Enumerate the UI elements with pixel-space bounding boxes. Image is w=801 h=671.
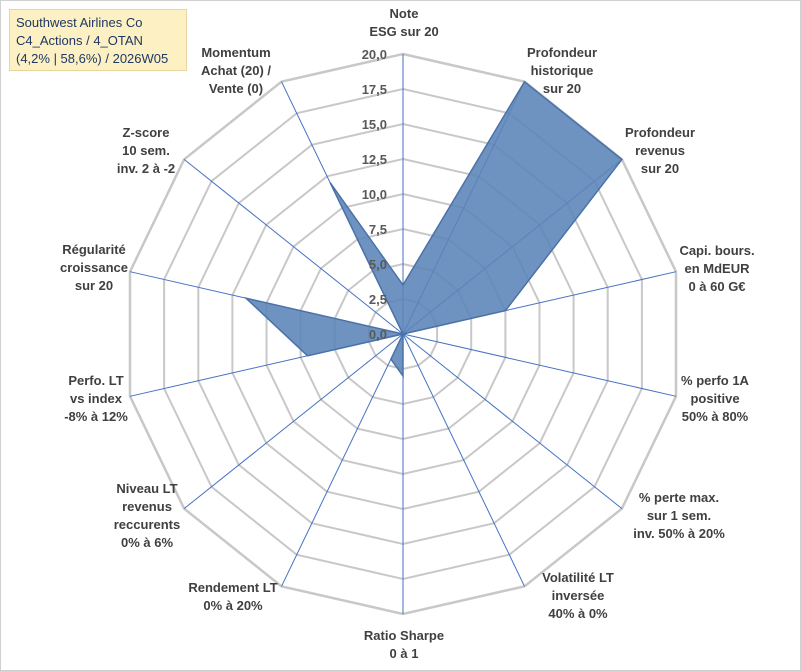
- title-line-category: C4_Actions / 4_OTAN: [16, 33, 143, 48]
- title-line-company: Southwest Airlines Co: [16, 15, 143, 30]
- axis-label-line: Régularité: [62, 242, 126, 257]
- axis-label-line: Profondeur: [625, 125, 695, 140]
- axis-label-line: sur 20: [75, 278, 113, 293]
- axis-label-line: Profondeur: [527, 45, 597, 60]
- axis-label-line: Z-score: [123, 125, 170, 140]
- axis-spoke: [183, 159, 404, 335]
- title-line-period: (4,2% | 58,6%) / 2026W05: [16, 51, 169, 66]
- axis-label-line: en MdEUR: [685, 261, 751, 276]
- axis-spoke: [402, 333, 623, 509]
- axis-label-line: inv. 50% à 20%: [633, 526, 725, 541]
- axis-label-line: Vente (0): [209, 81, 263, 96]
- axis-label: % perfo 1A positive 50% à 80%: [681, 373, 750, 424]
- axis-label: Profondeur historique sur 20: [527, 45, 597, 96]
- axis-label-line: ESG sur 20: [369, 24, 438, 39]
- axis-label-line: Niveau LT: [116, 481, 177, 496]
- tick-label: 20,0: [362, 47, 387, 62]
- axis-label-line: 0% à 6%: [121, 535, 173, 550]
- tick-label: 0,0: [369, 327, 387, 342]
- axis-label-line: Momentum: [201, 45, 270, 60]
- radar-axis-labels: Note ESG sur 20 Profondeur historique sur 20…: [60, 6, 755, 661]
- axis-label-line: positive: [690, 391, 739, 406]
- axis-label-line: sur 20: [543, 81, 581, 96]
- axis-spoke: [402, 333, 525, 587]
- axis-label-line: -8% à 12%: [64, 409, 128, 424]
- axis-label: Ratio Sharpe 0 à 1: [364, 628, 444, 661]
- axis-label-line: 50% à 80%: [682, 409, 749, 424]
- axis-label-line: Volatilité LT: [542, 570, 614, 585]
- axis-label-line: inv. 2 à -2: [117, 161, 175, 176]
- axis-label-line: Ratio Sharpe: [364, 628, 444, 643]
- axis-label-line: % perfo 1A: [681, 373, 750, 388]
- axis-label: Momentum Achat (20) / Vente (0): [201, 45, 271, 96]
- axis-label-line: historique: [531, 63, 594, 78]
- tick-label: 7,5: [369, 222, 387, 237]
- axis-spoke: [281, 333, 404, 587]
- axis-label-line: 0 à 60 G€: [688, 279, 745, 294]
- axis-label-line: 40% à 0%: [548, 606, 608, 621]
- axis-label-line: Note: [390, 6, 419, 21]
- axis-label: Note ESG sur 20: [369, 6, 438, 39]
- tick-label: 12,5: [362, 152, 387, 167]
- tick-label: 17,5: [362, 82, 387, 97]
- axis-spoke: [402, 333, 677, 397]
- axis-label: % perte max. sur 1 sem. inv. 50% à 20%: [633, 490, 725, 541]
- axis-label-line: 0 à 1: [390, 646, 419, 661]
- axis-label: Profondeur revenus sur 20: [625, 125, 695, 176]
- radar-series: [243, 80, 623, 379]
- axis-label-line: revenus: [122, 499, 172, 514]
- axis-label: Rendement LT 0% à 20%: [188, 580, 277, 613]
- axis-label-line: inversée: [552, 588, 605, 603]
- axis-label-line: Achat (20) /: [201, 63, 271, 78]
- axis-label: Volatilité LT inversée 40% à 0%: [542, 570, 614, 621]
- tick-label: 2,5: [369, 292, 387, 307]
- axis-label-line: sur 20: [641, 161, 679, 176]
- axis-label-line: reccurents: [114, 517, 180, 532]
- axis-label-line: Rendement LT: [188, 580, 277, 595]
- radar-tick-labels: 0,0 2,5 5,0 7,5 10,0 12,5 15,0 17,5 20,0: [362, 47, 387, 342]
- axis-label: Régularité croissance sur 20: [60, 242, 128, 293]
- tick-label: 15,0: [362, 117, 387, 132]
- axis-label-line: 10 sem.: [122, 143, 170, 158]
- axis-label: Perfo. LT vs index -8% à 12%: [64, 373, 128, 424]
- axis-label-line: Capi. bours.: [679, 243, 754, 258]
- axis-label-line: sur 1 sem.: [647, 508, 711, 523]
- axis-label-line: revenus: [635, 143, 685, 158]
- axis-label: Capi. bours. en MdEUR 0 à 60 G€: [679, 243, 754, 294]
- chart-title-box: Southwest Airlines Co C4_Actions / 4_OTA…: [9, 9, 187, 71]
- tick-label: 5,0: [369, 257, 387, 272]
- axis-label-line: 0% à 20%: [203, 598, 263, 613]
- axis-label-line: Perfo. LT: [68, 373, 123, 388]
- tick-label: 10,0: [362, 187, 387, 202]
- axis-label-line: croissance: [60, 260, 128, 275]
- axis-label-line: % perte max.: [639, 490, 719, 505]
- axis-spoke: [183, 333, 404, 509]
- axis-label: Z-score 10 sem. inv. 2 à -2: [117, 125, 175, 176]
- axis-label: Niveau LT revenus reccurents 0% à 6%: [114, 481, 180, 550]
- axis-label-line: vs index: [70, 391, 123, 406]
